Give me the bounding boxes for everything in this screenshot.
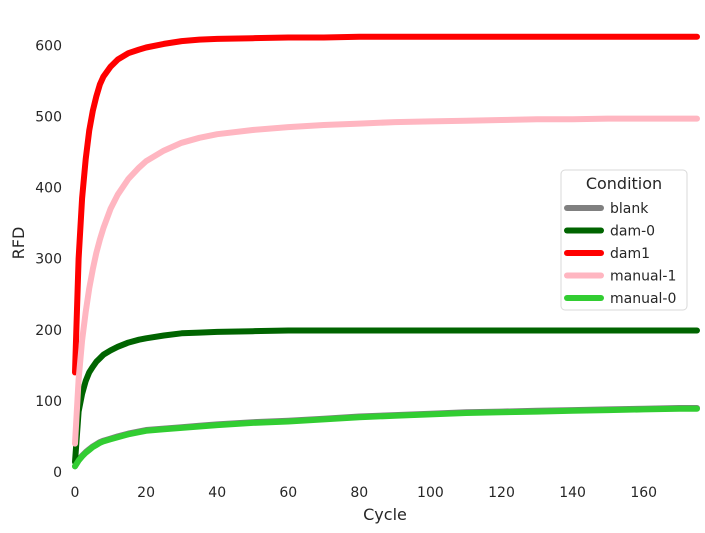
y-tick-label: 600 — [35, 38, 62, 54]
series-line-dam-0 — [72, 327, 700, 465]
y-tick-label: 100 — [35, 394, 62, 410]
x-tick-label: 100 — [417, 485, 444, 501]
legend: Condition blank dam-0 dam1 manual-1 manual-0 — [560, 169, 688, 311]
legend-label-manual-1: manual-1 — [610, 269, 676, 285]
plot-lines — [72, 33, 700, 470]
x-axis-ticks: 0 20 40 60 80 100 120 140 160 — [71, 485, 658, 501]
y-tick-label: 0 — [53, 465, 62, 481]
x-tick-label: 0 — [71, 485, 80, 501]
x-tick-label: 60 — [279, 485, 297, 501]
y-tick-label: 400 — [35, 181, 62, 197]
x-tick-label: 40 — [208, 485, 226, 501]
x-tick-label: 20 — [137, 485, 155, 501]
series-line-manual-0 — [72, 405, 700, 470]
y-axis-label: RFD — [9, 227, 28, 260]
series-line-dam1 — [72, 33, 700, 376]
legend-title: Condition — [586, 174, 662, 193]
legend-label-dam-0: dam-0 — [610, 224, 655, 240]
y-tick-label: 500 — [35, 109, 62, 125]
legend-label-manual-0: manual-0 — [610, 291, 676, 307]
x-tick-label: 160 — [630, 485, 657, 501]
legend-label-blank: blank — [610, 201, 649, 217]
x-tick-label: 120 — [488, 485, 515, 501]
x-tick-label: 80 — [350, 485, 368, 501]
legend-label-dam1: dam1 — [610, 246, 650, 262]
y-axis-ticks: 0 100 200 300 400 500 600 — [35, 38, 62, 481]
x-tick-label: 140 — [559, 485, 586, 501]
x-axis-label: Cycle — [363, 505, 407, 524]
legend-entries: blank dam-0 dam1 manual-1 manual-0 — [564, 201, 676, 307]
y-tick-label: 200 — [35, 323, 62, 339]
y-tick-label: 300 — [35, 252, 62, 268]
series-line-manual-1 — [72, 115, 700, 447]
